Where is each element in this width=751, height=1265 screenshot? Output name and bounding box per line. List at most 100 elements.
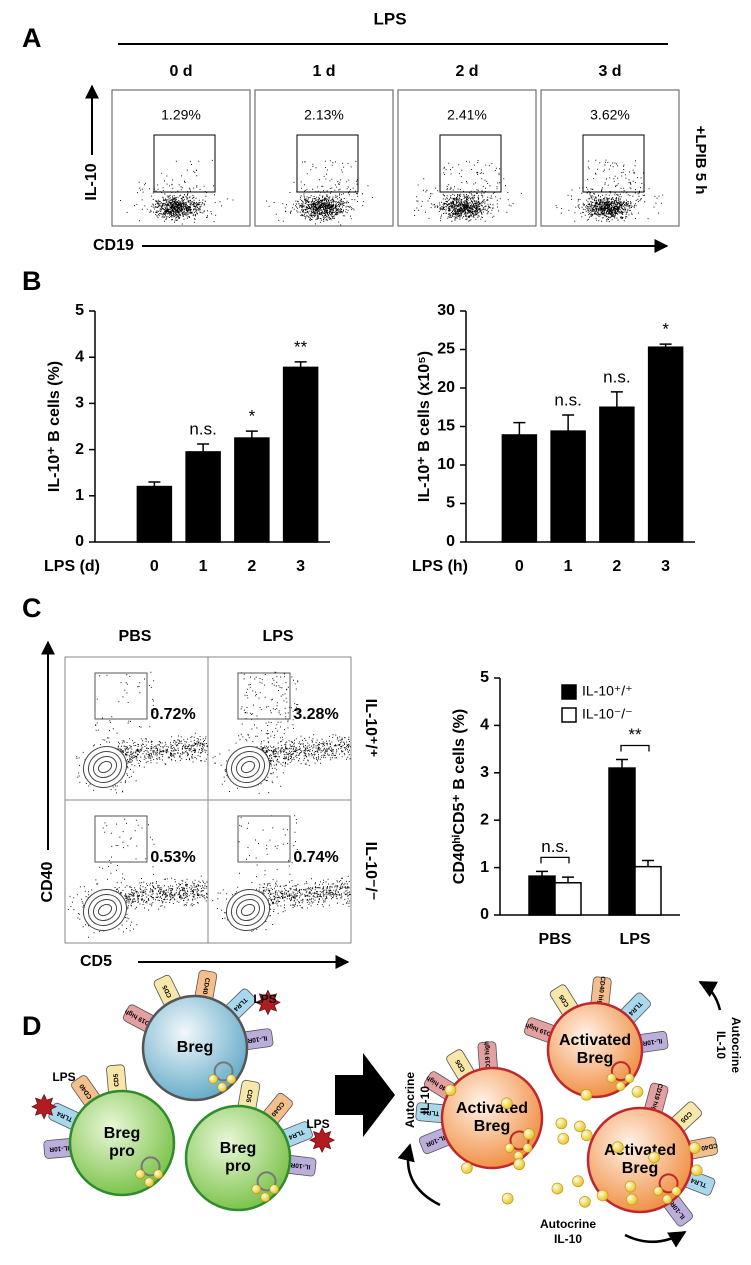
gate	[237, 672, 291, 720]
il10-particle	[500, 1097, 513, 1110]
legend-label: IL-10⁻/⁻	[582, 706, 633, 722]
density-contour	[92, 755, 118, 779]
y-tick-label: 1	[75, 487, 84, 504]
gate-percent: 2.41%	[447, 107, 487, 123]
cell-body	[440, 1066, 544, 1170]
error-bar	[642, 859, 654, 867]
y-tick-label: 0	[480, 906, 489, 923]
significance-label: **	[628, 725, 642, 744]
error-bar	[148, 481, 161, 487]
lps-label: LPS	[253, 992, 276, 1006]
bar	[501, 434, 538, 543]
flow-plot-frame	[111, 89, 251, 227]
column-label: PBS	[119, 628, 152, 645]
x-tick-label: 1	[199, 558, 208, 575]
il10-particle	[153, 1169, 163, 1179]
il10-particle	[648, 1151, 660, 1164]
autocrine-arrow	[698, 980, 722, 1011]
row-label: IL-10⁻/⁻	[362, 842, 379, 901]
flow-events	[414, 160, 522, 222]
il10-particle	[504, 1143, 515, 1153]
legend-label: IL-10⁺/⁺	[582, 683, 633, 699]
cell-label: Breg	[220, 1140, 256, 1157]
receptor-label: IL-10R	[247, 1034, 268, 1044]
receptor: IL-10R	[418, 1127, 452, 1155]
significance-bracket	[540, 856, 570, 864]
il10-particle	[523, 1128, 535, 1140]
il10-particle	[513, 1158, 525, 1171]
receptor-label: CD5	[244, 1089, 253, 1103]
x-tick-label: LPS	[619, 931, 650, 948]
il10-particle	[226, 1074, 236, 1084]
cell-label: Activated	[456, 1100, 528, 1117]
receptor: IL-10R	[241, 1028, 274, 1051]
il10-particle	[579, 1195, 591, 1208]
gate-percent: 3.62%	[590, 107, 630, 123]
density-contour	[97, 760, 113, 774]
il10-particle	[551, 1182, 564, 1195]
il10-particle	[144, 1177, 154, 1187]
bar	[185, 451, 221, 543]
il10-particle	[501, 1192, 514, 1205]
significance-label: n.s.	[554, 390, 581, 409]
y-tick-label: 1	[480, 859, 489, 876]
cell-body	[68, 1089, 176, 1197]
bar	[634, 865, 662, 916]
gate-percent: 0.53%	[150, 849, 195, 866]
y-axis-label: IL-10⁺ B cells (x10⁵)	[416, 351, 433, 502]
il10-particle	[662, 1194, 673, 1204]
receptor: CD40 high	[590, 976, 612, 1009]
flow-events	[266, 160, 373, 226]
x-axis-label: LPS (h)	[412, 558, 468, 575]
row-label: IL-10⁺/⁺	[362, 699, 379, 758]
receptor-label: CD40	[201, 977, 211, 995]
x-tick-label: 0	[150, 558, 159, 575]
autocrine-arrow	[624, 1230, 687, 1248]
x-axis-label: CD5	[80, 953, 112, 970]
y-tick-label: 4	[480, 717, 489, 734]
autocrine-label: IL-10	[418, 1086, 432, 1114]
y-tick-label: 20	[437, 379, 455, 396]
error-bar	[294, 361, 307, 368]
x-axis-label: LPS (d)	[44, 558, 100, 575]
gate	[153, 134, 216, 193]
treatment-label: LPS	[373, 9, 406, 28]
column-label: LPS	[262, 628, 293, 645]
significance-label: *	[662, 320, 669, 339]
significance-label: n.s.	[541, 837, 568, 856]
y-axis-label: IL-10⁺ B cells (%)	[46, 361, 63, 492]
il10-particle	[572, 1175, 584, 1188]
cell-body	[586, 1106, 694, 1214]
il10-particle	[612, 1141, 624, 1153]
vesicle	[213, 1061, 234, 1082]
y-tick-label: 2	[75, 441, 84, 458]
flow-events	[120, 159, 234, 225]
y-tick-label: 2	[480, 811, 489, 828]
cell-label: Breg	[104, 1125, 140, 1142]
lps-molecule	[309, 1127, 336, 1154]
cell-label: pro	[109, 1143, 135, 1160]
error-bar	[197, 443, 210, 452]
il10-particle	[557, 1132, 570, 1145]
il10-particle	[208, 1074, 218, 1084]
gate	[439, 134, 502, 193]
il10-particle	[596, 1189, 609, 1202]
column-label: 1 d	[312, 63, 335, 80]
cell-body	[546, 1001, 644, 1099]
y-axis-label: CD40ʰⁱCD5⁺ B cells (%)	[451, 709, 468, 884]
autocrine-label: Autocrine	[729, 1017, 743, 1073]
density-contour	[230, 750, 266, 784]
error-bar	[245, 430, 258, 439]
receptor-label: TLR4	[422, 1108, 439, 1116]
il10-particle	[461, 1162, 473, 1174]
il10-particle	[624, 1073, 635, 1083]
y-tick-label: 3	[75, 395, 84, 412]
cell-label: pro	[225, 1158, 251, 1175]
y-tick-label: 5	[480, 669, 489, 686]
il10-particle	[671, 1186, 682, 1196]
bar	[136, 485, 173, 543]
y-tick-label: 5	[446, 495, 455, 512]
lps-molecule	[31, 1093, 58, 1120]
il10-particle	[690, 1164, 703, 1177]
il10-particle	[251, 1184, 262, 1194]
